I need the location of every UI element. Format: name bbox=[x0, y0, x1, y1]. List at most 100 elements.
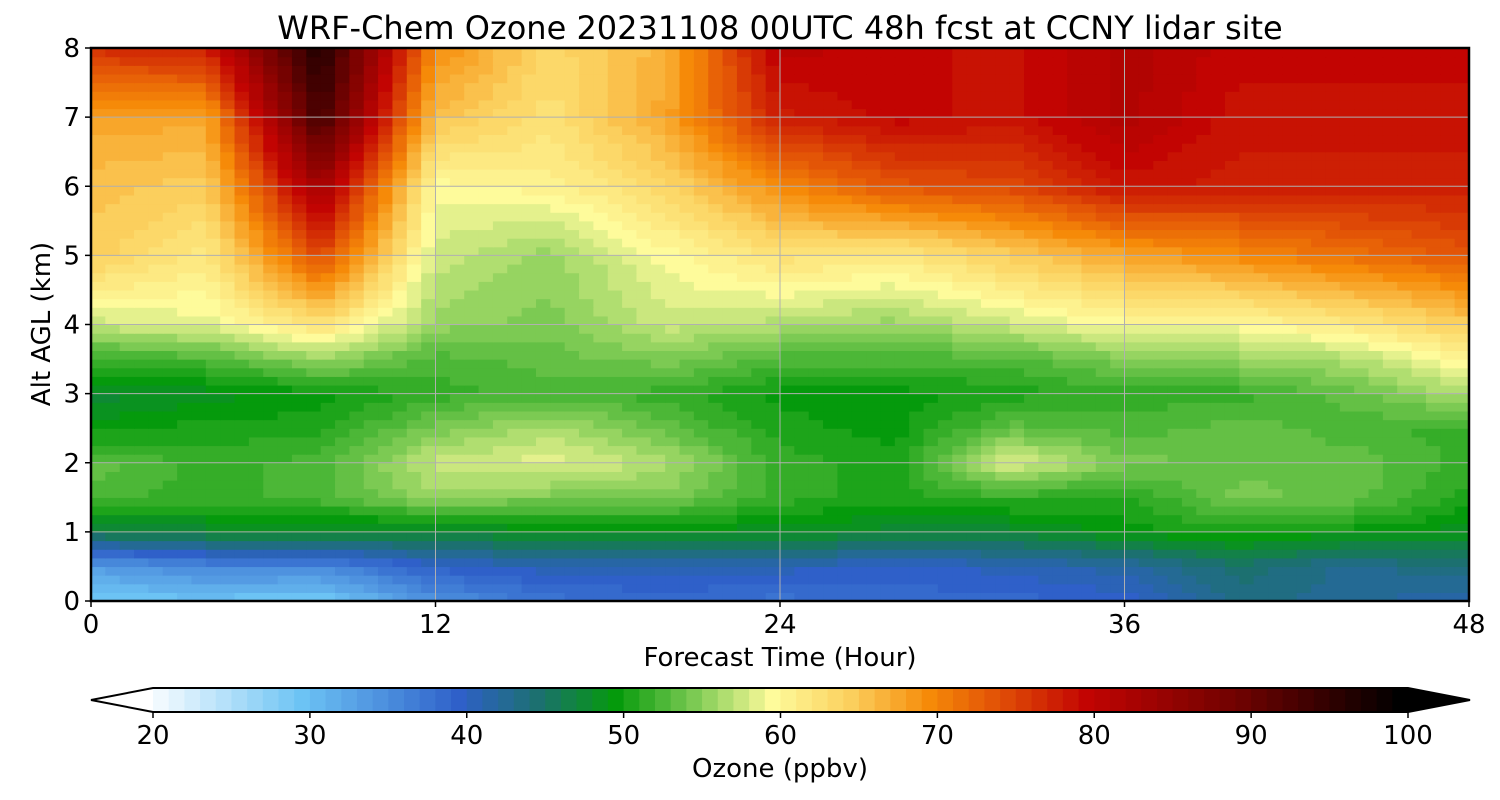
heatmap-cell bbox=[923, 497, 939, 507]
heatmap-cell bbox=[191, 186, 207, 196]
heatmap-cell bbox=[650, 523, 666, 533]
heatmap-cell bbox=[535, 445, 551, 455]
heatmap-cell bbox=[119, 186, 135, 196]
heatmap-cell bbox=[693, 480, 709, 490]
heatmap-cell bbox=[952, 359, 968, 369]
heatmap-cell bbox=[91, 514, 106, 524]
heatmap-cell bbox=[1009, 557, 1025, 568]
heatmap-cell bbox=[1425, 203, 1441, 213]
heatmap-cell bbox=[535, 549, 551, 559]
heatmap-cell bbox=[823, 341, 839, 352]
heatmap-cell bbox=[91, 272, 106, 282]
heatmap-cell bbox=[1095, 410, 1111, 421]
heatmap-cell bbox=[1282, 315, 1298, 326]
heatmap-cell bbox=[1354, 505, 1370, 516]
heatmap-cell bbox=[1153, 264, 1169, 274]
heatmap-cell bbox=[1296, 428, 1312, 438]
heatmap-cell bbox=[1325, 333, 1341, 343]
heatmap-cell bbox=[693, 272, 709, 282]
heatmap-cell bbox=[564, 480, 580, 490]
heatmap-cell bbox=[449, 229, 465, 239]
heatmap-cell bbox=[406, 480, 422, 490]
heatmap-cell bbox=[1296, 557, 1312, 568]
heatmap-cell bbox=[306, 514, 322, 524]
heatmap-cell bbox=[205, 410, 221, 421]
heatmap-cell bbox=[492, 220, 508, 231]
heatmap-cell bbox=[220, 480, 236, 490]
heatmap-cell bbox=[622, 454, 638, 464]
heatmap-cell bbox=[134, 583, 150, 593]
heatmap-cell bbox=[406, 471, 422, 481]
heatmap-cell bbox=[1138, 557, 1154, 568]
heatmap-cell bbox=[1210, 514, 1226, 524]
heatmap-cell bbox=[1052, 592, 1068, 601]
heatmap-cell bbox=[579, 229, 594, 239]
heatmap-cell bbox=[1153, 376, 1169, 386]
heatmap-cell bbox=[1382, 454, 1398, 464]
heatmap-cell bbox=[521, 514, 537, 524]
heatmap-cell bbox=[1253, 428, 1269, 438]
heatmap-cell bbox=[1224, 592, 1240, 601]
heatmap-cell bbox=[349, 445, 365, 455]
heatmap-cell bbox=[335, 505, 350, 516]
heatmap-cell bbox=[277, 471, 293, 481]
heatmap-cell bbox=[1311, 592, 1327, 601]
heatmap-cell bbox=[464, 557, 480, 568]
heatmap-cell bbox=[1167, 255, 1183, 265]
heatmap-cell bbox=[564, 523, 580, 533]
heatmap-cell bbox=[1239, 151, 1255, 161]
heatmap-cell bbox=[263, 298, 279, 308]
heatmap-cell bbox=[722, 488, 738, 498]
heatmap-cell bbox=[464, 194, 480, 205]
heatmap-cell bbox=[1153, 238, 1169, 248]
heatmap-cell bbox=[464, 592, 480, 601]
heatmap-cell bbox=[1311, 341, 1327, 352]
heatmap-cell bbox=[1024, 298, 1039, 308]
heatmap-cell bbox=[449, 540, 465, 550]
heatmap-cell bbox=[234, 151, 250, 161]
heatmap-cell bbox=[291, 194, 307, 205]
heatmap-cell bbox=[363, 592, 379, 601]
heatmap-cell bbox=[105, 402, 121, 412]
heatmap-cell bbox=[1196, 376, 1212, 386]
heatmap-cell bbox=[808, 341, 824, 352]
heatmap-cell bbox=[550, 281, 566, 291]
heatmap-cell bbox=[765, 531, 781, 542]
heatmap-cell bbox=[909, 151, 925, 161]
heatmap-cell bbox=[134, 454, 150, 464]
heatmap-cell bbox=[535, 497, 551, 507]
heatmap-cell bbox=[134, 315, 150, 326]
heatmap-cell bbox=[1110, 592, 1126, 601]
heatmap-cell bbox=[464, 549, 480, 559]
heatmap-cell bbox=[894, 298, 910, 308]
heatmap-cell bbox=[320, 419, 336, 429]
heatmap-cell bbox=[363, 505, 379, 516]
heatmap-cell bbox=[980, 419, 996, 429]
heatmap-cell bbox=[1167, 177, 1183, 187]
heatmap-cell bbox=[1354, 419, 1370, 429]
heatmap-cell bbox=[248, 151, 264, 161]
heatmap-cell bbox=[363, 367, 379, 377]
heatmap-cell bbox=[134, 523, 150, 533]
heatmap-cell bbox=[177, 350, 193, 360]
heatmap-cell bbox=[564, 151, 580, 161]
heatmap-cell bbox=[1167, 246, 1183, 256]
heatmap-cell bbox=[1067, 177, 1083, 187]
heatmap-cell bbox=[894, 445, 910, 455]
heatmap-cell bbox=[406, 410, 422, 421]
heatmap-cell bbox=[1196, 177, 1212, 187]
heatmap-cell bbox=[335, 246, 350, 256]
heatmap-cell bbox=[1354, 549, 1370, 559]
heatmap-cell bbox=[162, 514, 178, 524]
heatmap-cell bbox=[119, 523, 135, 533]
heatmap-cell bbox=[966, 307, 982, 317]
heatmap-cell bbox=[650, 497, 666, 507]
heatmap-cell bbox=[1196, 194, 1212, 205]
heatmap-cell bbox=[564, 229, 580, 239]
heatmap-cell bbox=[1210, 264, 1226, 274]
heatmap-cell bbox=[234, 393, 250, 403]
heatmap-cell bbox=[1354, 333, 1370, 343]
heatmap-cell bbox=[535, 384, 551, 395]
heatmap-cell bbox=[392, 194, 408, 205]
heatmap-cell bbox=[91, 168, 106, 179]
